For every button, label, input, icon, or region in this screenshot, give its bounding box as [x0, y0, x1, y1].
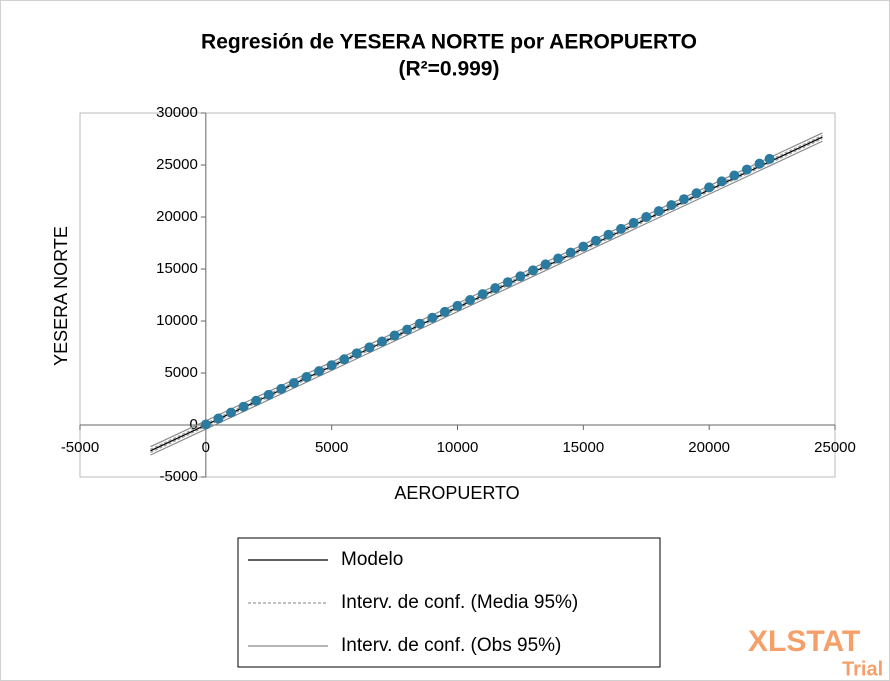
point [351, 348, 362, 359]
point [389, 330, 400, 341]
point [477, 289, 488, 300]
point [465, 294, 476, 305]
point [452, 300, 463, 311]
point [377, 336, 387, 347]
point [414, 318, 425, 329]
legend-label: Interv. de conf. (Media 95%) [341, 592, 578, 613]
band-lower [150, 140, 823, 456]
plot-frame [79, 112, 836, 478]
y-tick-label: -5000 [159, 468, 197, 485]
point [238, 401, 249, 412]
point [288, 377, 299, 388]
point [764, 153, 775, 164]
point [628, 217, 639, 228]
x-tick-label: 15000 [562, 439, 604, 456]
point [314, 366, 325, 377]
y-tick-label: 30000 [156, 104, 198, 121]
point [439, 306, 450, 317]
point [603, 229, 614, 240]
point [490, 283, 501, 294]
y-tick-label: 5000 [164, 364, 197, 381]
x-axis-label: AEROPUERTO [394, 483, 519, 503]
point [263, 389, 274, 400]
point [754, 158, 765, 169]
point [590, 235, 601, 246]
point [364, 342, 375, 353]
watermark: XLSTAT [748, 625, 860, 658]
watermark-sub: Trial [842, 658, 883, 680]
point [276, 383, 287, 394]
point [691, 188, 702, 199]
x-tick-label: 0 [202, 439, 210, 456]
point [339, 354, 350, 365]
x-tick-label: 10000 [437, 439, 479, 456]
point [200, 419, 211, 430]
point [427, 312, 438, 323]
x-tick-label: 25000 [814, 439, 856, 456]
point [704, 182, 715, 193]
point [213, 413, 224, 424]
chart-subtitle: (R²=0.999) [399, 58, 500, 81]
chart-title: Regresión de YESERA NORTE por AEROPUERTO [201, 31, 697, 54]
y-tick-label: 0 [189, 416, 197, 433]
point [515, 271, 526, 282]
y-tick-label: 20000 [156, 208, 198, 225]
point [226, 407, 236, 418]
x-tick-label: 20000 [688, 439, 730, 456]
point [679, 194, 689, 205]
point [502, 277, 513, 288]
point [729, 170, 740, 181]
y-tick-label: 15000 [156, 260, 198, 277]
point [540, 259, 551, 270]
point [641, 212, 652, 222]
point [578, 241, 589, 252]
x-tick-label: -5000 [61, 439, 99, 456]
point [716, 176, 727, 187]
point [741, 164, 752, 175]
point [326, 360, 337, 371]
point [666, 200, 677, 211]
y-tick-label: 10000 [156, 312, 198, 329]
point [616, 223, 627, 234]
legend-label: Modelo [341, 549, 403, 570]
point [528, 265, 538, 276]
point [402, 324, 413, 335]
point [653, 206, 664, 217]
point [301, 372, 312, 383]
point [553, 253, 564, 264]
point [565, 247, 576, 258]
y-axis-label: YESERA NORTE [51, 226, 71, 366]
y-tick-label: 25000 [156, 156, 198, 173]
point [251, 395, 262, 406]
legend-label: Interv. de conf. (Obs 95%) [341, 635, 561, 656]
x-tick-label: 5000 [315, 439, 348, 456]
